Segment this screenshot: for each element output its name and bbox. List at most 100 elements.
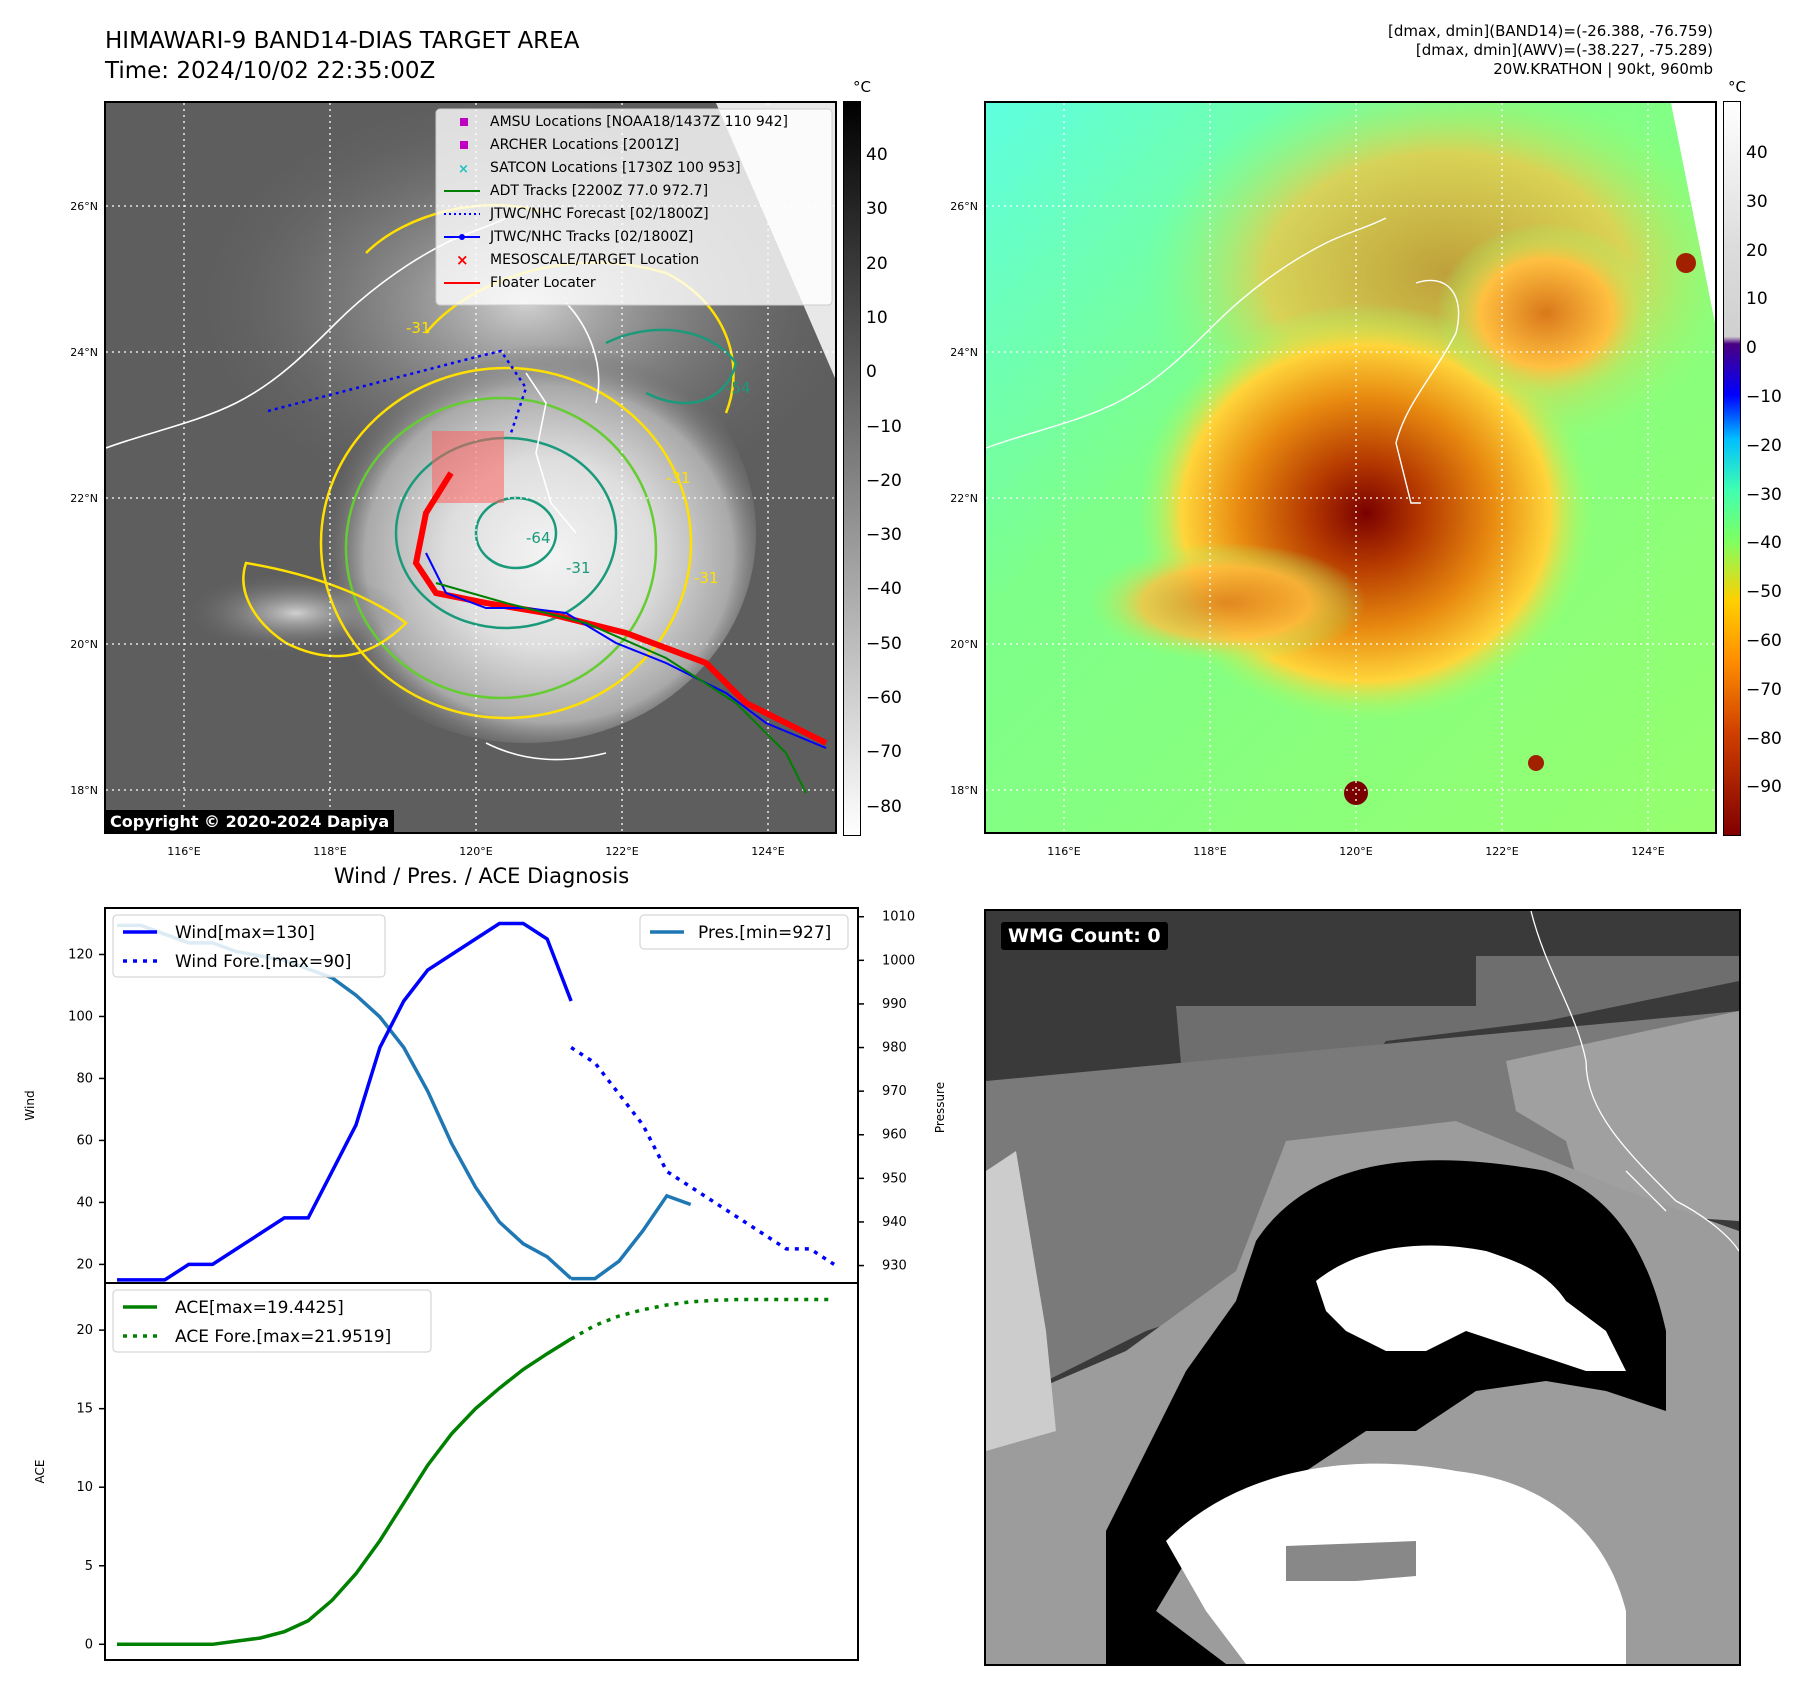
colorbar-tick-label: 10 [1746,289,1768,310]
y2-tick-label: 980 [882,1041,907,1056]
wind-line [117,921,573,1282]
colorbar-tick-label: 40 [866,145,888,165]
wmg-panel [984,909,1741,1666]
lat-label: 24°N [950,346,978,359]
lat-label: 22°N [70,492,98,505]
ir-map-svg: -31 -31 -31 -31 -64 -54 × × AMSU Locatio… [106,103,835,832]
colorbar-tick-label: −80 [866,796,902,817]
lat-label: 22°N [950,492,978,505]
map-axis-labels: 26°N 24°N 22°N 20°N 18°N 26°N 24°N 22°N … [70,200,1665,858]
lon-label: 122°E [1485,845,1518,858]
gray-colorbar-unit: °C [853,78,871,96]
target-area-box [432,431,504,503]
stats-block: [dmax, dmin](BAND14)=(-26.388, -76.759) … [1388,22,1713,79]
y-tick-label: 5 [85,1559,93,1574]
ace-panel-frame [104,1282,859,1661]
colorbar-tick-label: 10 [866,307,888,328]
y-tick-label: 40 [76,1195,93,1210]
colorbar-tick-label: −60 [1746,631,1782,651]
ir-map-panel: -31 -31 -31 -31 -64 -54 × × AMSU Locatio… [104,101,837,834]
y2-tick-label: 970 [882,1084,907,1099]
legend-label: SATCON Locations [1730Z 100 953] [490,160,741,176]
y2-tick-label: 1000 [882,953,915,968]
lat-label: 20°N [950,638,978,651]
legend-label: MESOSCALE/TARGET Location [490,252,699,268]
color-colorbar-ticks: 40 30 20 10 0 −10 −20 −30 −40 −50 −60 −70 −80 −90 [1746,101,1796,834]
color-map-panel [984,101,1717,834]
y2-tick-label: 950 [882,1171,907,1186]
wmg-svg [986,911,1739,1664]
y-tick-label: 20 [76,1323,93,1338]
colorbar-tick-label: 30 [1746,191,1768,212]
colorbar-tick-label: −10 [866,416,902,437]
y-tick-label: 10 [76,1480,93,1495]
colorbar-tick-label: −70 [1746,679,1782,700]
lon-label: 118°E [1193,845,1226,858]
mesoscale-marker-icon: × [456,251,469,269]
contour-label: -31 [694,569,719,587]
lat-label: 18°N [950,784,978,797]
lon-label: 124°E [1631,845,1664,858]
lat-label: 20°N [70,638,98,651]
legend-label: ARCHER Locations [2001Z] [490,137,679,153]
gray-colorbar-ticks: 40 30 20 10 0 −10 −20 −30 −40 −50 −60 −70 −80 [866,101,926,834]
satcon-marker-icon: × [458,162,469,177]
legend-label: AMSU Locations [NOAA18/1437Z 110 942] [490,114,788,130]
archer-marker-icon [460,141,468,149]
lon-label: 124°E [751,845,784,858]
title-line-1: HIMAWARI-9 BAND14-DIAS TARGET AREA [105,28,580,54]
colorbar-tick-label: −20 [866,470,902,491]
y2-tick-label: 1010 [882,910,915,925]
colorbar-tick-label: 0 [1746,338,1757,359]
figure-title: HIMAWARI-9 BAND14-DIAS TARGET AREA Time:… [105,26,579,86]
contour-label: -31 [566,559,591,577]
colorbar-tick-label: −40 [1746,533,1782,554]
legend-label: JTWC/NHC Tracks [02/1800Z] [489,229,693,245]
lat-label: 26°N [70,200,98,213]
lat-label: 24°N [70,346,98,359]
y-tick-label: 15 [76,1402,93,1417]
diagnosis-chart: 1201008060402010101000990980970960950940… [23,907,947,1661]
lon-label: 116°E [167,845,200,858]
stats-awv: [dmax, dmin](AWV)=(-38.227, -75.289) [1415,41,1713,59]
wmg-count-badge: WMG Count: 0 [1001,922,1168,950]
colorbar-tick-label: −50 [1746,582,1782,603]
title-line-2: Time: 2024/10/02 22:35:00Z [105,58,436,84]
wind-axis-label: Wind [23,1090,37,1120]
colorbar-tick-label: −90 [1746,777,1782,798]
colorbar-tick-label: 20 [1746,240,1768,261]
contour-label: -54 [726,379,751,397]
colorbar-tick-label: −30 [866,525,902,546]
colorbar-tick-label: 0 [866,362,877,383]
lon-label: 120°E [459,845,492,858]
colorbar-tick-label: −30 [1746,484,1782,505]
colorbar-tick-label: 20 [866,253,888,274]
colorbar-tick-label: −50 [866,633,902,654]
colorbar-tick-label: −10 [1746,387,1782,407]
y-tick-label: 0 [85,1637,93,1652]
storm-id: 20W.KRATHON | 90kt, 960mb [1493,60,1713,78]
lon-label: 120°E [1339,845,1372,858]
wind-forecast-line [570,1046,836,1266]
pressure-legend-label: Pres.[min=927] [698,923,831,943]
y-tick-label: 20 [76,1257,93,1272]
map-legend: × × AMSU Locations [NOAA18/1437Z 110 942… [435,108,833,306]
ace-axis-label: ACE [33,1460,47,1484]
y2-tick-label: 930 [882,1259,907,1274]
lon-label: 122°E [605,845,638,858]
wind-legend-label: Wind[max=130] [175,923,315,943]
color-map-svg [986,103,1715,832]
pressure-legend-box [639,914,849,950]
jtwc-track [425,552,827,749]
y-tick-label: 80 [76,1071,93,1086]
jtwc-forecast-track [267,349,528,434]
ace-legend-label: ACE[max=19.4425] [175,1298,344,1318]
adt-track [435,582,807,794]
lon-label: 116°E [1047,845,1080,858]
colorbar-tick-label: 40 [1746,143,1768,163]
contour-label: -31 [406,319,431,337]
y-tick-label: 100 [68,1009,93,1024]
pressure-line-tail [571,1193,692,1281]
pressure-line [117,923,573,1280]
contour-label: -64 [526,529,551,547]
